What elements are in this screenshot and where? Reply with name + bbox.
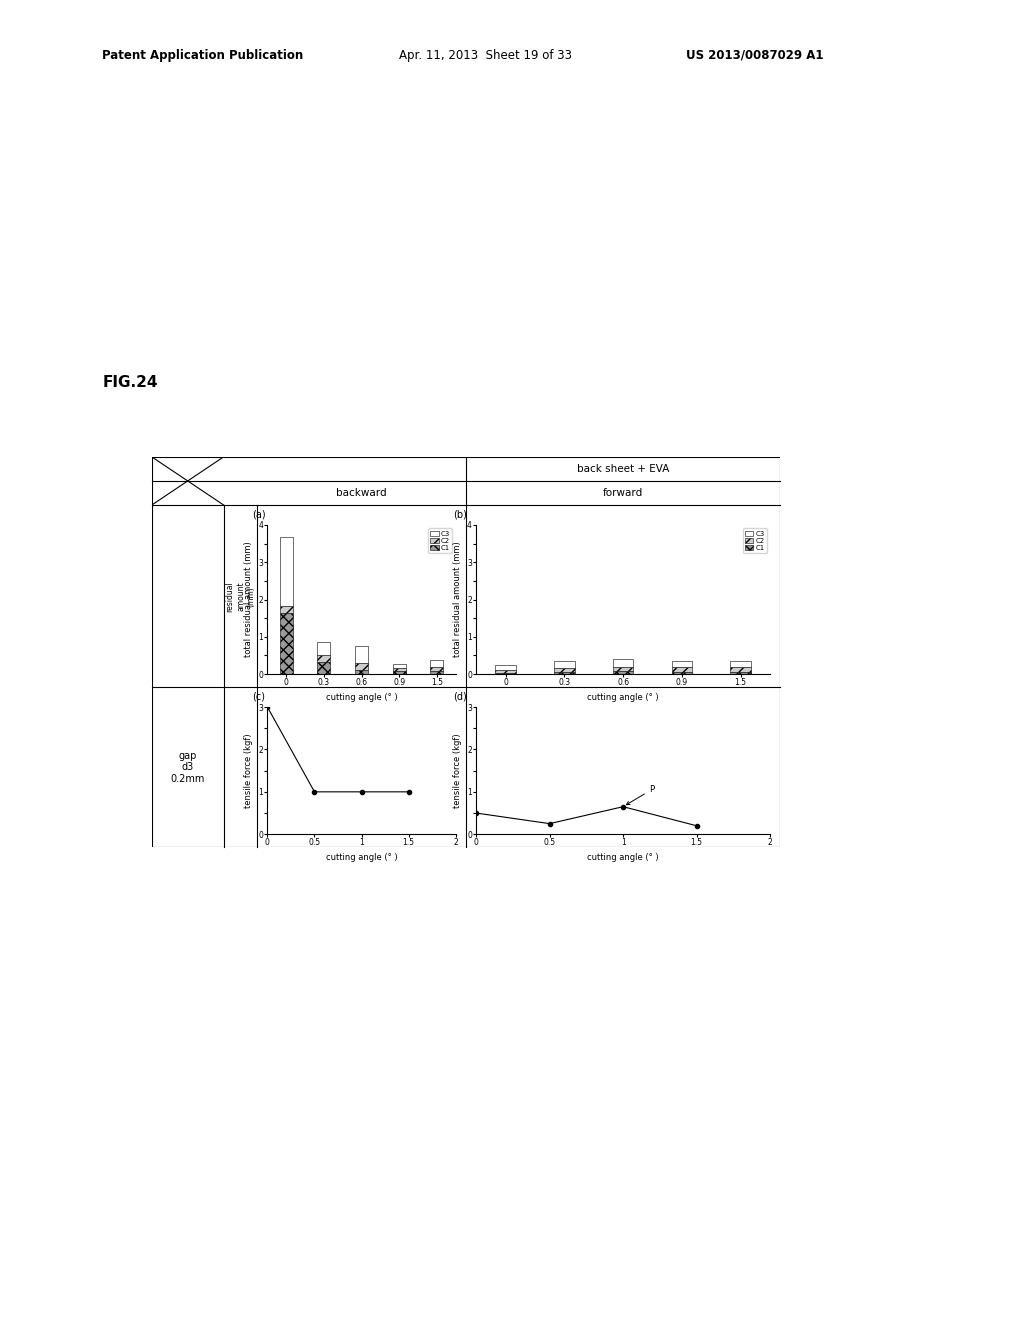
Bar [554, 668, 574, 672]
X-axis label: cutting angle (° ): cutting angle (° ) [326, 853, 397, 862]
Bar [612, 659, 634, 667]
Y-axis label: total residual amount (mm): total residual amount (mm) [453, 541, 462, 657]
Bar [672, 672, 692, 675]
Bar [355, 669, 369, 675]
Y-axis label: total residual amount (mm): total residual amount (mm) [244, 541, 253, 657]
Text: Apr. 11, 2013  Sheet 19 of 33: Apr. 11, 2013 Sheet 19 of 33 [399, 49, 572, 62]
Text: (c): (c) [252, 692, 265, 702]
Bar [496, 665, 516, 669]
Bar [317, 643, 331, 656]
Bar [554, 672, 574, 675]
Bar [496, 673, 516, 675]
X-axis label: cutting angle (° ): cutting angle (° ) [326, 693, 397, 702]
Bar [392, 664, 406, 668]
Text: residual
amount
(mm): residual amount (mm) [225, 581, 255, 611]
Bar [355, 645, 369, 663]
Y-axis label: tensile force (kgf): tensile force (kgf) [244, 734, 253, 808]
Bar [280, 537, 293, 606]
Text: FIG.24: FIG.24 [102, 375, 158, 391]
Bar [496, 669, 516, 673]
Bar [672, 660, 692, 668]
X-axis label: cutting angle (° ): cutting angle (° ) [588, 853, 658, 862]
Y-axis label: tensile force (kgf): tensile force (kgf) [453, 734, 462, 808]
Text: (b): (b) [453, 510, 467, 519]
Bar [730, 672, 751, 675]
Bar [392, 671, 406, 675]
Text: US 2013/0087029 A1: US 2013/0087029 A1 [686, 49, 823, 62]
Text: Patent Application Publication: Patent Application Publication [102, 49, 304, 62]
Text: back sheet + EVA: back sheet + EVA [577, 463, 670, 474]
Legend: C3, C2, C1: C3, C2, C1 [742, 528, 767, 553]
Text: backward: backward [336, 488, 387, 498]
Bar [612, 667, 634, 671]
Text: P: P [627, 785, 654, 805]
Bar [317, 663, 331, 675]
X-axis label: cutting angle (° ): cutting angle (° ) [588, 693, 658, 702]
Bar [672, 668, 692, 672]
Legend: C3, C2, C1: C3, C2, C1 [428, 528, 453, 553]
Bar [430, 667, 443, 671]
Text: (d): (d) [453, 692, 466, 702]
Text: forward: forward [603, 488, 643, 498]
Bar [730, 660, 751, 668]
Bar [317, 656, 331, 663]
Bar [280, 612, 293, 675]
Bar [430, 671, 443, 675]
Bar [554, 661, 574, 668]
Bar [730, 668, 751, 672]
Text: gap
d3
0.2mm: gap d3 0.2mm [171, 751, 205, 784]
Bar [280, 606, 293, 612]
Text: (a): (a) [252, 510, 266, 519]
Bar [430, 660, 443, 667]
Bar [612, 671, 634, 675]
Bar [355, 663, 369, 669]
Bar [392, 668, 406, 671]
